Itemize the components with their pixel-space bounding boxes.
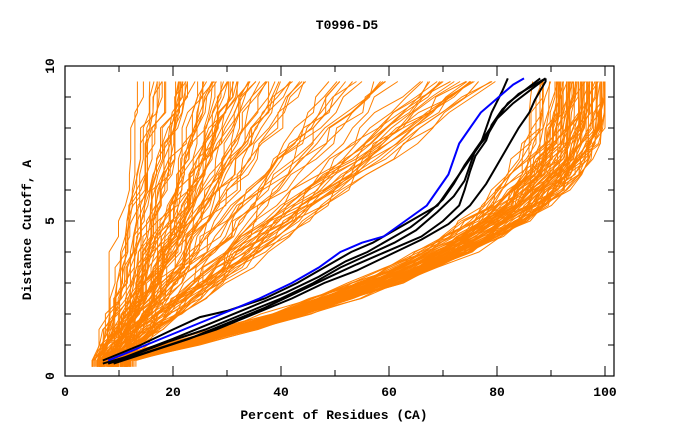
background-model-line bbox=[102, 81, 307, 367]
highlight-model-curves bbox=[102, 77, 547, 365]
background-model-line bbox=[109, 81, 144, 367]
x-axis-tick-labels: 0 20 40 60 80 100 bbox=[61, 385, 617, 400]
background-model-line bbox=[97, 81, 293, 367]
background-model-line bbox=[113, 81, 421, 367]
background-model-line bbox=[111, 81, 151, 367]
x-tick-label: 0 bbox=[61, 385, 69, 400]
x-axis-ticks bbox=[64, 66, 606, 376]
y-tick-label: 10 bbox=[43, 58, 58, 74]
background-model-line bbox=[109, 81, 561, 367]
y-axis-ticks bbox=[65, 65, 614, 377]
x-tick-label: 20 bbox=[165, 385, 181, 400]
background-model-line bbox=[109, 81, 471, 367]
background-model-line bbox=[96, 81, 179, 367]
y-tick-label: 5 bbox=[43, 217, 58, 225]
background-model-line bbox=[97, 81, 180, 367]
background-model-line bbox=[107, 81, 561, 367]
background-model-line bbox=[109, 81, 561, 367]
background-model-line bbox=[126, 81, 491, 367]
background-model-line bbox=[121, 81, 574, 367]
background-model-line bbox=[108, 81, 472, 367]
black-model-5-line bbox=[107, 78, 547, 365]
background-model-line bbox=[96, 81, 238, 367]
blue-model-line bbox=[107, 77, 525, 362]
background-model-line bbox=[108, 81, 250, 367]
black-model-4-line bbox=[113, 77, 547, 365]
background-model-line bbox=[107, 81, 340, 367]
background-model-line bbox=[110, 81, 330, 367]
x-tick-label: 80 bbox=[489, 385, 505, 400]
x-tick-label: 100 bbox=[593, 385, 617, 400]
background-model-line bbox=[110, 81, 381, 367]
background-model-curves bbox=[91, 81, 606, 367]
background-model-line bbox=[94, 81, 138, 367]
background-model-line bbox=[111, 81, 305, 367]
y-tick-label: 0 bbox=[43, 372, 58, 380]
background-model-line bbox=[99, 81, 196, 367]
background-model-line bbox=[111, 81, 438, 367]
background-model-line bbox=[100, 81, 167, 367]
background-model-line bbox=[111, 81, 493, 367]
background-model-line bbox=[93, 81, 217, 367]
background-model-line bbox=[100, 81, 605, 367]
background-model-line bbox=[102, 81, 601, 367]
y-axis-label: Distance Cutoff, A bbox=[20, 160, 35, 301]
y-axis-tick-labels: 0 5 10 bbox=[43, 58, 58, 380]
background-model-line bbox=[98, 81, 160, 367]
background-model-line bbox=[107, 81, 276, 367]
background-model-line bbox=[121, 81, 353, 367]
background-model-line bbox=[91, 81, 213, 367]
chart-title: T0996-D5 bbox=[316, 18, 379, 33]
background-model-line bbox=[111, 81, 357, 367]
background-model-line bbox=[118, 81, 604, 367]
background-model-line bbox=[126, 81, 461, 367]
background-model-line bbox=[117, 81, 592, 367]
x-tick-label: 60 bbox=[381, 385, 397, 400]
background-model-line bbox=[119, 81, 468, 367]
x-axis-label: Percent of Residues (CA) bbox=[240, 408, 427, 423]
background-model-line bbox=[113, 81, 564, 367]
background-model-line bbox=[102, 81, 163, 367]
x-tick-label: 40 bbox=[273, 385, 289, 400]
background-model-line bbox=[106, 81, 166, 367]
background-model-line bbox=[126, 81, 574, 367]
